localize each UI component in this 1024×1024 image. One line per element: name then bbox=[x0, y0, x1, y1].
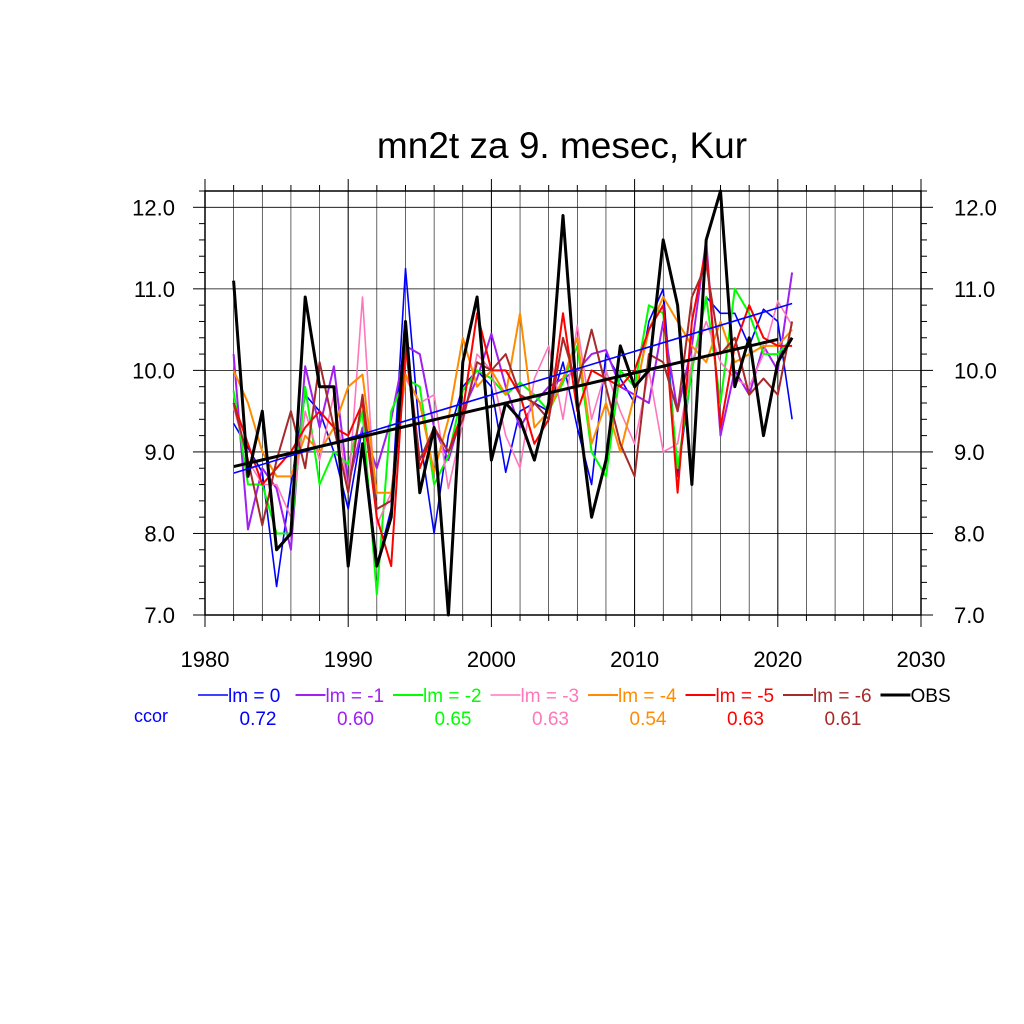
x-tick-label: 2020 bbox=[753, 647, 802, 672]
ccor-value: 0.65 bbox=[435, 709, 472, 730]
legend-label: lm = -3 bbox=[521, 686, 580, 707]
ccor-value: 0.60 bbox=[337, 709, 374, 730]
series-line bbox=[232, 189, 794, 617]
trend-lines bbox=[233, 302, 793, 474]
y-tick-label-right: 11.0 bbox=[954, 277, 995, 302]
y-tick-label-left: 9.0 bbox=[144, 440, 175, 465]
ccor-value: 0.63 bbox=[727, 709, 764, 730]
y-tick-label-left: 8.0 bbox=[144, 521, 175, 546]
y-tick-label-left: 10.0 bbox=[132, 358, 175, 383]
x-tick-label: 1980 bbox=[181, 647, 230, 672]
ccor-value: 0.63 bbox=[532, 709, 569, 730]
legend-label: lm = -4 bbox=[618, 686, 677, 707]
x-tick-label: 2030 bbox=[897, 647, 946, 672]
ccor-value: 0.54 bbox=[630, 709, 667, 730]
y-tick-label-left: 7.0 bbox=[144, 603, 175, 628]
series-line bbox=[232, 263, 794, 527]
ccor-value: 0.72 bbox=[240, 709, 277, 730]
legend-label: lm = 0 bbox=[228, 686, 280, 707]
legend-label: lm = -1 bbox=[326, 686, 385, 707]
chart-title: mn2t za 9. mesec, Kur bbox=[377, 125, 747, 166]
series-line bbox=[232, 247, 793, 568]
y-tick-label-right: 8.0 bbox=[954, 521, 985, 546]
data-series bbox=[232, 189, 794, 617]
x-tick-label: 2000 bbox=[467, 647, 516, 672]
y-tick-label-right: 10.0 bbox=[954, 358, 997, 383]
legend-label: OBS bbox=[911, 686, 951, 707]
legend-label: lm = -6 bbox=[813, 686, 872, 707]
legend-label: lm = -5 bbox=[716, 686, 775, 707]
legend-label: lm = -2 bbox=[423, 686, 482, 707]
y-tick-label-right: 12.0 bbox=[954, 195, 997, 220]
y-tick-label-right: 9.0 bbox=[954, 440, 985, 465]
x-tick-label: 1990 bbox=[324, 647, 373, 672]
trend-line bbox=[233, 337, 779, 469]
y-tick-label-left: 12.0 bbox=[132, 195, 175, 220]
y-tick-label-left: 11.0 bbox=[134, 277, 175, 302]
x-tick-label: 2010 bbox=[610, 647, 659, 672]
legend: lm = 0 lm = -1 lm = -2 lm = -3 lm = -4 lm = -… bbox=[134, 686, 951, 730]
axes: 7.0 7.0 8.0 8.0 9.0 9.0 10.0 10.0 11.0 11.0 12.0 12… bbox=[132, 179, 997, 672]
ccor-value: 0.61 bbox=[825, 709, 862, 730]
y-tick-label-right: 7.0 bbox=[954, 603, 985, 628]
ccor-label: ccor bbox=[134, 706, 168, 726]
